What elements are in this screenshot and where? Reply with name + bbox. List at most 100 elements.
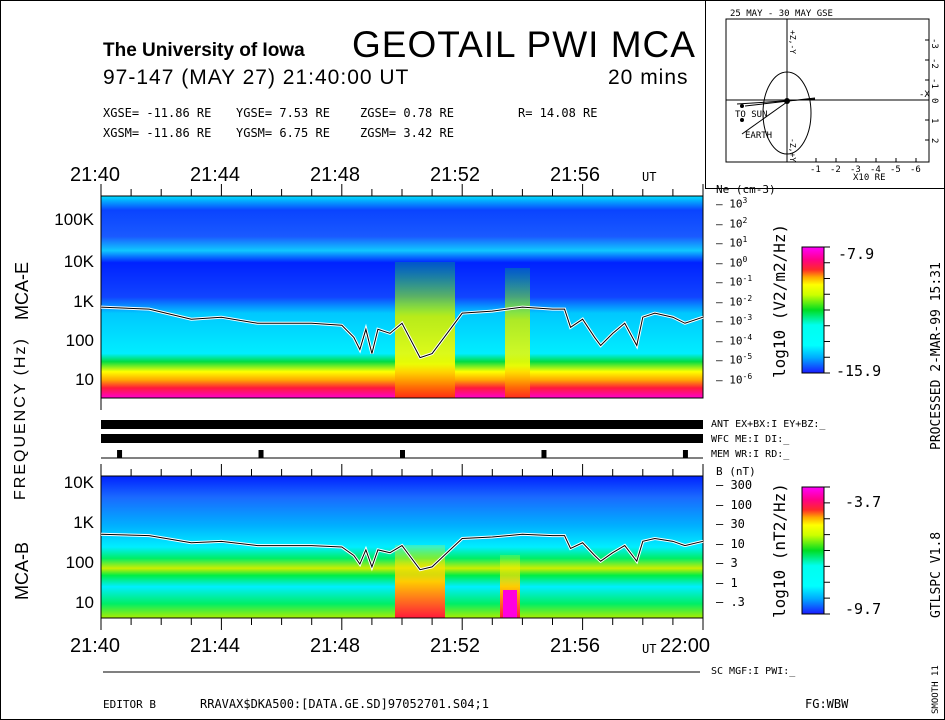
ne-tick-label: – 100 bbox=[716, 254, 748, 270]
orbit-x-tick-label: -6 bbox=[910, 165, 921, 175]
orbit-axes-box bbox=[725, 18, 930, 163]
mca-e-ytick-100: 100 bbox=[65, 331, 94, 350]
orbit-x-tick-label: -1 bbox=[810, 165, 821, 175]
b-axis-label: B (nT) bbox=[716, 465, 756, 478]
ne-tick-label: – 10-3 bbox=[716, 313, 753, 328]
top-tick-2140: 21:40 bbox=[70, 164, 121, 186]
orbit-y-tick-label: 2 bbox=[929, 138, 939, 143]
mca-e-colorbar bbox=[801, 246, 825, 374]
ne-tick-label: – 10-2 bbox=[716, 293, 753, 309]
processed-label: PROCESSED 2-MAR-99 15:31 bbox=[929, 262, 944, 450]
mem-status: MEM WR:I RD:_ bbox=[711, 449, 790, 460]
mca-b-ytick-100: 100 bbox=[65, 553, 94, 572]
gse-x: XGSE= -11.86 RE bbox=[103, 106, 212, 120]
orbit-y-tick-label: -2 bbox=[929, 58, 939, 69]
ant-status: ANT EX+BX:I EY+BZ:_ bbox=[711, 419, 826, 430]
ne-tick-label: – 10-6 bbox=[716, 371, 753, 387]
wfc-status: WFC ME:I DI:_ bbox=[711, 434, 790, 445]
spectrogram-figure bbox=[100, 184, 830, 673]
mca-b-peak bbox=[503, 590, 517, 618]
mca-e-ytick-100k: 100K bbox=[54, 210, 94, 229]
mca-e-ytick-10k: 10K bbox=[63, 252, 94, 271]
gse-z: ZGSE= 0.78 RE bbox=[360, 106, 454, 120]
ne-tick-label: – 10-1 bbox=[716, 274, 753, 289]
ne-axis-label: Ne (cm-3) bbox=[716, 183, 776, 196]
top-ut-label: UT bbox=[642, 170, 657, 184]
ne-tick-label: – 102 bbox=[716, 215, 748, 231]
orbit-x-tick-label: -3 bbox=[850, 165, 861, 175]
mca-e-colorbar-min: -15.9 bbox=[836, 362, 882, 380]
bottom-tick-2140: 21:40 bbox=[70, 635, 121, 657]
mem-marker bbox=[258, 450, 264, 458]
orbit-top-label: +Z,-Y bbox=[788, 30, 797, 54]
orbit-x-tick-label: -2 bbox=[830, 165, 841, 175]
editor-label: EDITOR B bbox=[103, 698, 156, 711]
gsm-z: ZGSM= 3.42 RE bbox=[360, 126, 454, 140]
smooth-label: SMOOTH 11 bbox=[931, 665, 941, 714]
mem-marker bbox=[400, 450, 405, 458]
mca-e-ytick-10: 10 bbox=[75, 370, 94, 389]
gsm-x: XGSM= -11.86 RE bbox=[103, 126, 212, 140]
mca-e-ytick-1k: 1K bbox=[73, 292, 94, 311]
orbit-title: 25 MAY - 30 MAY GSE bbox=[730, 9, 833, 19]
gse-y: YGSE= 7.53 RE bbox=[236, 106, 330, 120]
bottom-tick-2156: 21:56 bbox=[550, 635, 601, 657]
orbit-ellipse bbox=[762, 71, 812, 155]
orbit-y-tick-label: -3 bbox=[929, 38, 939, 49]
mca-b-ytick-10k: 10K bbox=[63, 473, 94, 492]
top-tick-2156: 21:56 bbox=[550, 164, 601, 186]
b-tick-label: – .3 bbox=[716, 595, 745, 609]
mca-e-colorbar-max: -7.9 bbox=[838, 245, 875, 263]
fg-label: FG:WBW bbox=[805, 697, 849, 711]
ne-tick-label: – 10-4 bbox=[716, 332, 753, 348]
ne-tick-label: – 10-5 bbox=[716, 352, 753, 367]
top-tick-2152: 21:52 bbox=[430, 164, 481, 186]
orbit-y-tick-label: 1 bbox=[929, 118, 939, 123]
orbit-x-unit: X10 RE bbox=[853, 173, 886, 183]
top-tick-2148: 21:48 bbox=[310, 164, 361, 186]
to-sun-label: TO SUN bbox=[735, 110, 768, 120]
b-tick-label: – 3 bbox=[716, 556, 738, 570]
ne-tick-label: – 101 bbox=[716, 235, 748, 250]
wfc-status-bar bbox=[101, 434, 703, 443]
version-label: GTLSPC V1.8 bbox=[929, 531, 944, 618]
bottom-tick-2200: 22:00 bbox=[660, 635, 711, 657]
date-line: 97-147 (MAY 27) 21:40:00 UT bbox=[103, 66, 410, 89]
bottom-tick-2148: 21:48 bbox=[310, 635, 361, 657]
b-tick-label: – 100 bbox=[716, 497, 753, 512]
ant-status-bar bbox=[101, 420, 703, 429]
mem-marker bbox=[682, 450, 688, 458]
mca-b-cyclotron-line bbox=[100, 533, 704, 571]
orbit-right-label: -X bbox=[919, 90, 930, 100]
ne-tick-label: – 103 bbox=[716, 196, 748, 211]
b-tick-label: – 1 bbox=[716, 575, 738, 590]
mca-b-colorbar-max: -3.7 bbox=[845, 493, 882, 511]
bottom-tick-2152: 21:52 bbox=[430, 635, 481, 657]
earth-marker bbox=[784, 98, 790, 104]
mca-b-colorbar-min: -9.7 bbox=[845, 600, 882, 618]
mca-b-ytick-1k: 1K bbox=[73, 513, 94, 532]
bottom-tick-2144: 21:44 bbox=[190, 635, 241, 657]
earth-pointer bbox=[741, 101, 788, 135]
top-tick-2144: 21:44 bbox=[190, 164, 241, 186]
mca-b-wave-burst bbox=[395, 545, 445, 618]
gse-r: R= 14.08 RE bbox=[518, 106, 598, 120]
mca-b-ytick-10: 10 bbox=[75, 593, 94, 612]
mca-b-colorbar bbox=[801, 486, 825, 615]
orbit-bottom-label: -Z,+Y bbox=[788, 138, 797, 162]
mca-e-colorbar-label: log10 (V2/m2/Hz) bbox=[770, 223, 789, 378]
gsm-y: YGSM= 6.75 RE bbox=[236, 126, 330, 140]
orbit-y-tick-label: -1 bbox=[929, 78, 939, 89]
mem-marker bbox=[117, 450, 123, 458]
sc-status: SC MGF:I PWI:_ bbox=[711, 666, 796, 677]
mca-e-plasma-line bbox=[100, 306, 704, 359]
orbit-x-tick-label: -4 bbox=[870, 165, 881, 175]
bottom-ut-label: UT bbox=[642, 642, 657, 656]
b-tick-label: – 30 bbox=[716, 517, 745, 531]
mem-marker bbox=[541, 450, 547, 458]
orbit-x-tick-label: -5 bbox=[890, 165, 901, 175]
earth-label: EARTH bbox=[745, 131, 772, 141]
duration-label: 20 mins bbox=[608, 66, 689, 89]
institution-label: The University of Iowa bbox=[103, 40, 305, 61]
orbit-y-tick-label: 0 bbox=[929, 98, 939, 103]
